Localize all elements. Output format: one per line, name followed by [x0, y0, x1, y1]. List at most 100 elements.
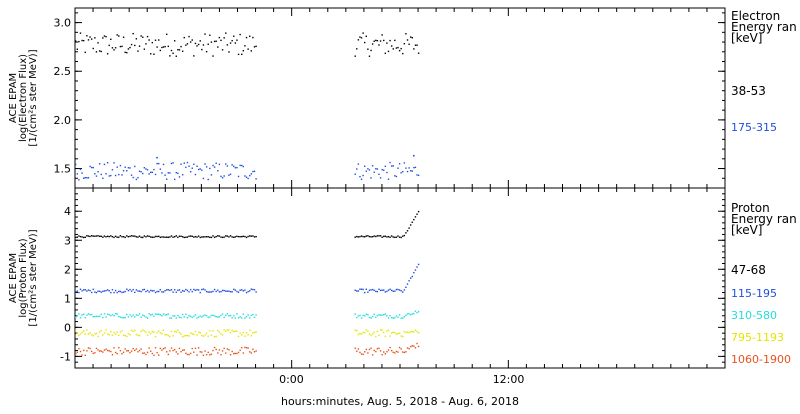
- data-point-1060-1900: [413, 345, 415, 347]
- data-point-115-195: [159, 288, 162, 291]
- data-point-47-68: [161, 236, 163, 238]
- data-point-310-580: [189, 315, 192, 318]
- data-point-38-53: [417, 52, 420, 54]
- data-point-38-53: [121, 45, 123, 48]
- data-point-47-68: [383, 235, 385, 238]
- y-tick-label-electron: 1.5: [54, 163, 72, 176]
- data-point-1060-1900: [405, 351, 407, 353]
- data-point-47-68: [116, 236, 118, 238]
- data-point-175-315: [397, 167, 399, 169]
- y-tick-label-proton: 1: [64, 292, 71, 305]
- data-point-1060-1900: [145, 353, 147, 356]
- data-point-38-53: [162, 46, 165, 48]
- data-point-115-195: [413, 271, 415, 274]
- y-tick-label-electron: 3.0: [54, 17, 72, 30]
- data-point-47-68: [92, 235, 94, 237]
- data-point-1060-1900: [241, 347, 243, 349]
- data-point-47-68: [370, 236, 372, 238]
- data-point-1060-1900: [237, 351, 240, 354]
- data-point-115-195: [82, 289, 85, 291]
- data-point-175-315: [249, 174, 251, 177]
- data-point-175-315: [239, 164, 241, 167]
- data-point-47-68: [360, 235, 363, 237]
- data-point-38-53: [126, 51, 128, 54]
- data-point-1060-1900: [164, 347, 166, 349]
- data-point-795-1193: [249, 329, 251, 331]
- data-point-310-580: [394, 316, 396, 319]
- data-point-38-53: [212, 55, 214, 57]
- data-point-175-315: [121, 174, 123, 176]
- legend-title-proton: Proton: [731, 201, 770, 215]
- data-point-175-315: [411, 170, 413, 172]
- data-point-38-53: [406, 39, 409, 41]
- data-point-1060-1900: [191, 347, 193, 350]
- data-point-115-195: [209, 291, 211, 293]
- y-axis-label-line: ACE EPAM: [8, 253, 19, 303]
- data-point-38-53: [138, 45, 141, 47]
- data-point-1060-1900: [105, 348, 107, 350]
- data-point-1060-1900: [150, 350, 152, 352]
- data-point-38-53: [129, 46, 131, 49]
- data-point-47-68: [249, 235, 251, 237]
- data-point-175-315: [178, 176, 181, 178]
- data-point-38-53: [360, 37, 363, 39]
- data-point-47-68: [188, 235, 190, 237]
- data-point-115-195: [370, 289, 372, 291]
- data-point-47-68: [156, 235, 158, 238]
- data-point-795-1193: [146, 334, 149, 336]
- data-point-310-580: [209, 316, 211, 318]
- data-point-795-1193: [103, 332, 106, 334]
- data-point-115-195: [169, 289, 171, 292]
- data-point-795-1193: [237, 335, 240, 338]
- data-point-1060-1900: [124, 348, 126, 350]
- data-point-1060-1900: [97, 349, 99, 351]
- data-point-175-315: [164, 174, 166, 176]
- data-point-795-1193: [231, 329, 233, 332]
- data-point-795-1193: [124, 334, 126, 337]
- data-point-1060-1900: [110, 350, 112, 353]
- data-point-115-195: [103, 290, 106, 292]
- data-point-115-195: [130, 290, 133, 292]
- data-point-1060-1900: [386, 351, 388, 353]
- data-point-1060-1900: [239, 349, 241, 352]
- data-point-38-53: [199, 40, 201, 42]
- data-point-115-195: [406, 283, 409, 285]
- data-point-310-580: [177, 314, 179, 317]
- data-point-1060-1900: [89, 347, 91, 350]
- data-point-1060-1900: [159, 347, 162, 350]
- data-point-1060-1900: [197, 347, 200, 349]
- data-point-1060-1900: [188, 353, 190, 356]
- data-point-115-195: [175, 291, 177, 293]
- data-point-175-315: [158, 162, 160, 165]
- data-point-1060-1900: [79, 350, 82, 353]
- data-point-47-68: [197, 235, 200, 237]
- data-point-175-315: [82, 177, 85, 179]
- data-point-310-580: [173, 315, 176, 317]
- data-point-115-195: [414, 269, 417, 271]
- data-point-38-53: [213, 40, 216, 43]
- data-point-175-315: [185, 166, 187, 169]
- data-point-38-53: [357, 39, 360, 41]
- data-point-1060-1900: [126, 350, 128, 352]
- data-point-115-195: [217, 289, 219, 291]
- data-point-795-1193: [384, 335, 387, 337]
- data-point-115-195: [354, 289, 356, 292]
- data-point-175-315: [406, 170, 409, 173]
- data-point-38-53: [205, 50, 208, 53]
- data-point-795-1193: [113, 331, 115, 334]
- data-point-47-68: [234, 236, 237, 238]
- data-point-795-1193: [204, 334, 206, 336]
- data-point-115-195: [177, 289, 179, 292]
- data-point-795-1193: [402, 335, 404, 338]
- data-point-47-68: [172, 236, 174, 238]
- data-point-38-53: [381, 34, 383, 36]
- data-point-310-580: [110, 314, 112, 317]
- data-point-795-1193: [209, 329, 211, 332]
- data-point-795-1193: [406, 331, 409, 333]
- data-point-47-68: [82, 236, 85, 239]
- data-point-38-53: [103, 35, 106, 37]
- data-point-795-1193: [161, 333, 163, 335]
- data-point-1060-1900: [84, 354, 86, 356]
- data-point-47-68: [108, 235, 110, 238]
- data-point-310-580: [86, 314, 88, 316]
